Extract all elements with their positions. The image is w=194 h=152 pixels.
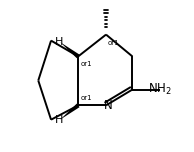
Text: or1: or1 [81,95,92,101]
Polygon shape [60,42,80,58]
Text: or1: or1 [107,40,119,46]
Text: H: H [54,37,63,47]
Text: N: N [103,99,112,112]
Text: or1: or1 [81,61,92,67]
Text: H: H [54,115,63,125]
Text: NH$_2$: NH$_2$ [148,82,172,97]
Polygon shape [60,104,80,120]
